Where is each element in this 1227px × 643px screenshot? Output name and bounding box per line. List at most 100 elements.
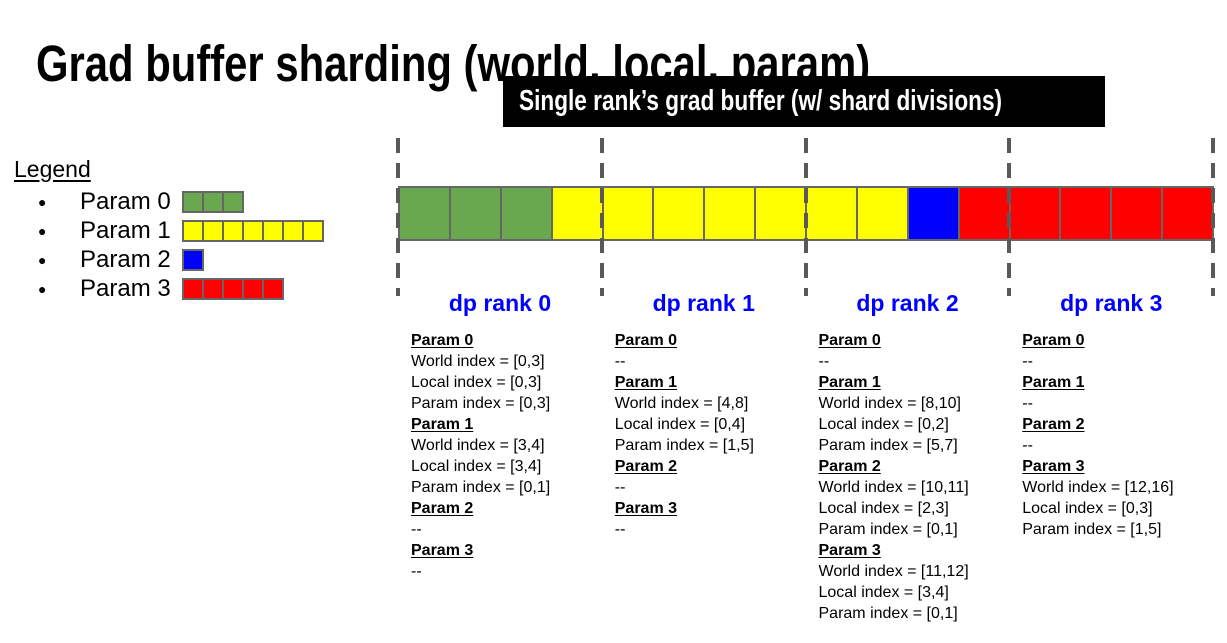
- rank-label: dp rank 0: [448, 290, 552, 316]
- index-line: World index = [0,3]: [411, 353, 545, 370]
- rank-column: dp rank 1 Param 0 -- Param 1 World index = […: [602, 288, 806, 540]
- buffer-cell: [1061, 188, 1113, 239]
- index-line: Local index = [3,4]: [411, 458, 542, 475]
- index-line: --: [411, 563, 422, 580]
- param-section-header: Param 3: [614, 500, 678, 517]
- index-line: --: [1022, 353, 1033, 370]
- buffer-cell: [756, 188, 807, 239]
- buffer-cell: [1112, 188, 1164, 239]
- param-swatch: [182, 220, 204, 242]
- buffer-cell: [603, 188, 655, 239]
- shard-divider-dashed-line: [599, 138, 604, 296]
- legend-swatch-row: [182, 191, 244, 213]
- legend-swatch-row: [182, 249, 204, 271]
- param-swatch: [202, 220, 224, 242]
- buffer-cell: [1163, 188, 1212, 239]
- shard-divider-dashed-line: [1007, 138, 1012, 296]
- param-section-header: Param 3: [818, 542, 881, 559]
- banner-label: Single rank’s grad buffer (w/ shard divi…: [519, 85, 1003, 117]
- buffer-cell: [654, 188, 706, 239]
- index-line: Local index = [0,4]: [614, 416, 746, 433]
- index-line: --: [1022, 437, 1033, 454]
- index-line: Local index = [2,3]: [818, 500, 949, 517]
- index-line: World index = [12,16]: [1022, 479, 1174, 496]
- buffer-cell: [705, 188, 757, 239]
- index-line: --: [614, 353, 626, 370]
- buffer-cell: [552, 188, 604, 239]
- legend-item: ● Param 3: [14, 275, 324, 302]
- bullet-icon: ●: [38, 223, 47, 239]
- param-swatch: [262, 278, 284, 300]
- param-section-header: Param 0: [818, 332, 881, 349]
- legend-swatch-row: [182, 278, 284, 300]
- index-line: Param index = [1,5]: [1022, 521, 1162, 538]
- legend-item-label: Param 2: [80, 246, 171, 273]
- index-line: Local index = [0,3]: [411, 374, 542, 391]
- buffer-cell: [959, 188, 1011, 239]
- index-line: World index = [10,11]: [818, 479, 969, 496]
- rank-index-list: Param 0 -- Param 1 -- Param 2 -- Param 3 World …: [1009, 330, 1213, 540]
- param-swatch: [302, 220, 324, 242]
- param-section-header: Param 2: [818, 458, 881, 475]
- legend-item-label: Param 3: [80, 275, 171, 302]
- rank-column: dp rank 2 Param 0 -- Param 1 World index = […: [806, 288, 1010, 624]
- param-section-header: Param 2: [614, 458, 678, 475]
- bullet-icon: ●: [38, 281, 47, 297]
- param-section-header: Param 1: [614, 374, 678, 391]
- index-line: Param index = [0,1]: [818, 605, 958, 622]
- param-swatch: [182, 191, 204, 213]
- param-swatch: [242, 278, 264, 300]
- legend-rows: ● Param 0 ● Param 1 ● Param 2 ● Param 3: [14, 188, 324, 302]
- param-swatch: [222, 278, 244, 300]
- buffer-cell: [450, 188, 502, 239]
- param-swatch: [242, 220, 264, 242]
- buffer-cell: [807, 188, 858, 239]
- buffer-cell: [1010, 188, 1062, 239]
- grad-buffer-bar: [398, 186, 1214, 241]
- index-line: Param index = [0,3]: [411, 395, 551, 412]
- rank-label: dp rank 2: [856, 290, 959, 316]
- rank-index-list: Param 0 -- Param 1 World index = [8,10] Loca…: [806, 330, 1010, 624]
- param-section-header: Param 2: [1022, 416, 1085, 433]
- param-swatch: [282, 220, 304, 242]
- param-section-header: Param 1: [818, 374, 881, 391]
- index-line: Param index = [1,5]: [614, 437, 754, 454]
- rank-index-list: Param 0 -- Param 1 World index = [4,8] Local…: [602, 330, 806, 540]
- buffer-cell: [400, 188, 451, 239]
- bullet-icon: ●: [38, 194, 47, 210]
- param-swatch: [222, 191, 244, 213]
- param-swatch: [182, 249, 204, 271]
- legend-item: ● Param 1: [14, 217, 324, 244]
- index-line: Param index = [0,1]: [411, 479, 551, 496]
- index-line: Local index = [0,3]: [1022, 500, 1153, 517]
- index-line: --: [614, 479, 626, 496]
- index-line: Param index = [0,1]: [818, 521, 958, 538]
- param-swatch: [202, 278, 224, 300]
- legend-heading: Legend: [14, 156, 91, 182]
- param-swatch: [222, 220, 244, 242]
- index-line: Local index = [3,4]: [818, 584, 949, 601]
- rank-label: dp rank 1: [652, 290, 755, 316]
- param-section-header: Param 1: [1022, 374, 1085, 391]
- index-line: Param index = [5,7]: [818, 437, 958, 454]
- legend-item-label: Param 0: [80, 188, 171, 215]
- shard-divider-dashed-line: [1211, 138, 1215, 296]
- index-line: World index = [11,12]: [818, 563, 969, 580]
- legend-item: ● Param 0: [14, 188, 324, 215]
- param-swatch: [202, 191, 224, 213]
- rank-index-list: Param 0 World index = [0,3] Local index = …: [398, 330, 602, 582]
- param-swatch: [262, 220, 284, 242]
- param-section-header: Param 2: [411, 500, 474, 517]
- legend: Legend ● Param 0 ● Param 1 ● Param 2 ● Param 3: [14, 156, 324, 307]
- index-line: Local index = [0,2]: [818, 416, 949, 433]
- index-line: --: [1022, 395, 1033, 412]
- param-swatch: [182, 278, 204, 300]
- param-section-header: Param 0: [614, 332, 678, 349]
- buffer-banner: Single rank’s grad buffer (w/ shard divi…: [503, 76, 1105, 127]
- legend-item-label: Param 1: [80, 217, 171, 244]
- param-section-header: Param 0: [411, 332, 474, 349]
- shard-divider-dashed-line: [803, 138, 808, 296]
- index-line: World index = [8,10]: [818, 395, 961, 412]
- rank-column: dp rank 0 Param 0 World index = [0,3] Local…: [398, 288, 602, 582]
- bullet-icon: ●: [38, 252, 47, 268]
